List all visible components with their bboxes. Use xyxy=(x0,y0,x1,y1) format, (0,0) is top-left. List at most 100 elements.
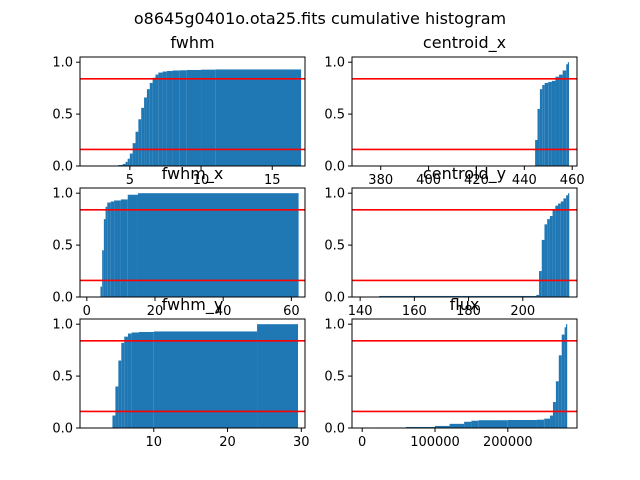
figure-suptitle: o8645g0401o.ota25.fits cumulative histog… xyxy=(134,9,506,28)
histogram-bar xyxy=(186,69,202,166)
x-tick-label: 20 xyxy=(219,435,236,450)
histogram-bar xyxy=(566,64,569,166)
y-tick-label: 1.0 xyxy=(324,318,345,333)
histogram-bar xyxy=(566,324,568,428)
histogram-bar xyxy=(542,85,545,166)
histogram-bar xyxy=(118,360,122,428)
subplot-centroid-x: 0.0 0.5 1.0 380 400 420 440 460 centroid_x xyxy=(324,33,584,188)
y-tick-label: 0.0 xyxy=(324,291,345,306)
histogram-bars xyxy=(112,324,299,428)
x-tick-label: 200000 xyxy=(483,435,533,450)
axes-frame xyxy=(351,318,578,429)
histogram-bar xyxy=(544,418,551,428)
histogram-bar xyxy=(149,82,153,166)
histogram-bar xyxy=(551,80,556,166)
histogram-bar xyxy=(115,386,119,428)
y-tick-label: 0.5 xyxy=(52,370,73,385)
histogram-bar xyxy=(568,193,570,297)
histogram-bar xyxy=(449,423,465,428)
y-tick-label: 1.0 xyxy=(52,318,73,333)
y-tick-label: 0.0 xyxy=(52,160,73,175)
y-tick-label: 1.0 xyxy=(324,56,345,71)
histogram-bar xyxy=(107,202,111,297)
histogram-bar xyxy=(555,76,560,166)
x-tick-label: 10 xyxy=(145,435,162,450)
histogram-bar xyxy=(539,89,543,166)
axes-frame xyxy=(79,56,306,167)
histogram-bar xyxy=(559,74,563,166)
histogram-bar xyxy=(558,355,562,428)
histogram-bar xyxy=(112,415,116,428)
y-tick-label: 1.0 xyxy=(324,187,345,202)
histogram-bar xyxy=(152,77,156,166)
y-tick-label: 0.0 xyxy=(324,160,345,175)
histogram-bar xyxy=(541,239,545,297)
histogram-bar xyxy=(121,342,125,428)
histogram-bars xyxy=(100,193,299,297)
histogram-bar xyxy=(507,420,537,428)
histogram-bar xyxy=(567,62,570,166)
histogram-bar xyxy=(100,286,103,297)
x-tick-label: 0 xyxy=(358,435,366,450)
y-tick-label: 1.0 xyxy=(52,187,73,202)
histogram-bars xyxy=(535,62,570,166)
x-tick-label: 400 xyxy=(416,173,441,188)
histogram-bar xyxy=(548,81,552,166)
y-tick-label: 0.0 xyxy=(52,291,73,306)
y-tick-label: 0.5 xyxy=(324,108,345,123)
histogram-bar xyxy=(405,426,436,428)
x-tick-label: 30 xyxy=(293,435,310,450)
histogram-bar xyxy=(127,158,130,166)
subplot-fwhm-y: 0.0 0.5 1.0 10 20 30 fwhm_y xyxy=(52,295,309,450)
histogram-bar xyxy=(297,193,299,297)
histogram-bar xyxy=(153,331,258,428)
histogram-bar xyxy=(471,420,479,428)
histogram-bar xyxy=(162,71,167,166)
y-tick-label: 0.5 xyxy=(52,239,73,254)
axes-frame xyxy=(79,318,306,429)
x-tick-label: 60 xyxy=(283,304,300,319)
histogram-bar xyxy=(547,219,550,297)
x-tick-label: 20 xyxy=(147,304,164,319)
histogram-bar xyxy=(555,205,559,297)
histogram-bar xyxy=(464,421,472,428)
subplot-title: flux xyxy=(450,295,480,314)
subplot-title: fwhm_x xyxy=(162,164,224,184)
x-tick-label: 10 xyxy=(193,173,210,188)
histogram-bar xyxy=(544,82,549,166)
x-tick-label: 100000 xyxy=(410,435,460,450)
histogram-bar xyxy=(146,89,150,166)
x-tick-label: 460 xyxy=(560,173,585,188)
histogram-bar xyxy=(139,331,154,428)
histogram-bar xyxy=(118,164,123,166)
subplot-title: centroid_x xyxy=(423,33,506,53)
axes-frame xyxy=(351,187,578,298)
x-tick-label: 0 xyxy=(83,304,91,319)
histogram-bar xyxy=(536,419,545,428)
x-tick-label: 440 xyxy=(512,173,537,188)
subplot-title: fwhm xyxy=(170,33,214,52)
histogram-bar xyxy=(201,69,216,166)
histogram-bar xyxy=(478,420,508,428)
x-tick-label: 40 xyxy=(215,304,232,319)
subplot-title: fwhm_y xyxy=(162,295,224,315)
histogram-bar xyxy=(560,201,564,297)
histogram-bar xyxy=(379,295,537,297)
x-tick-label: 5 xyxy=(126,173,134,188)
histogram-bar xyxy=(122,163,126,166)
histogram-bar xyxy=(555,381,559,428)
histogram-bar xyxy=(129,153,133,166)
x-tick-label: 15 xyxy=(264,173,281,188)
subplot-fwhm: 0.0 0.5 1.0 5 10 15 fwhm xyxy=(52,33,306,188)
x-tick-label: 420 xyxy=(464,173,489,188)
histogram-bar xyxy=(102,250,104,297)
histogram-bar xyxy=(137,193,299,297)
axes-frame xyxy=(79,187,306,298)
axes-frame xyxy=(351,56,578,167)
histogram-bar xyxy=(563,198,567,297)
subplot-centroid-y: 0.0 0.5 1.0 140 160 180 200 centroid_y xyxy=(324,164,578,319)
x-tick-label: 140 xyxy=(348,304,373,319)
histogram-bar xyxy=(114,200,121,297)
histogram-bar xyxy=(215,69,301,166)
